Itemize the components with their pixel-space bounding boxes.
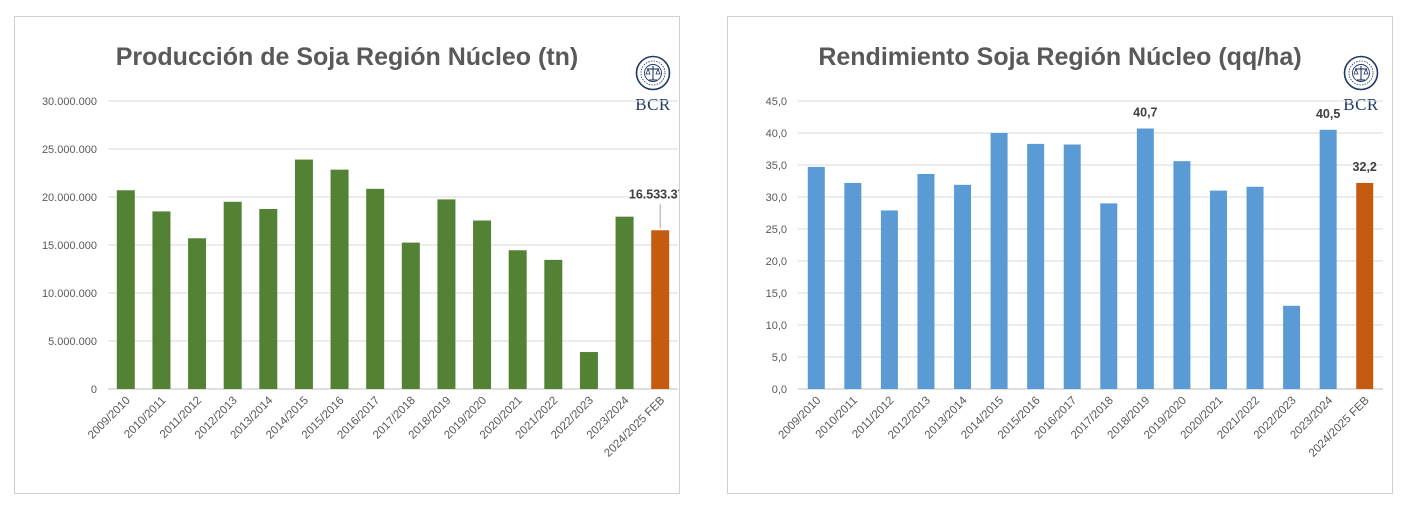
bar (116, 190, 135, 389)
bar (223, 201, 242, 389)
y-tick-label: 25.000.000 (42, 144, 97, 156)
bar (615, 216, 634, 389)
bar (807, 166, 825, 389)
data-label: 16.533.373 (629, 187, 679, 201)
bar (1356, 182, 1374, 389)
bcr-logo: BCR (631, 55, 675, 117)
y-tick-label: 45,0 (766, 96, 787, 108)
bar (1063, 144, 1081, 389)
yield-chart-panel: Rendimiento Soja Región Núcleo (qq/ha) B… (727, 16, 1393, 494)
bar (579, 352, 598, 389)
bar (294, 159, 313, 389)
bar (1173, 161, 1191, 389)
y-tick-label: 35,0 (766, 160, 787, 172)
y-tick-label: 20.000.000 (42, 192, 97, 204)
bar (1283, 305, 1301, 389)
bcr-seal-icon (1343, 55, 1379, 91)
chart-title: Rendimiento Soja Región Núcleo (qq/ha) (818, 43, 1302, 71)
bar (259, 209, 278, 389)
production-chart-panel: Producción de Soja Región Núcleo (tn) BC… (14, 16, 680, 494)
y-tick-label: 10,0 (766, 320, 787, 332)
production-bar-chart: 0 5.000.000 10.000.000 15.000.000 20.000.000… (42, 96, 679, 460)
bar (880, 210, 898, 389)
bar (1027, 143, 1045, 389)
bar (1209, 190, 1227, 389)
y-tick-label: 25,0 (766, 224, 787, 236)
data-label: 40,7 (1133, 106, 1157, 120)
data-label: 32,2 (1353, 160, 1377, 174)
y-tick-label: 20,0 (766, 256, 787, 268)
yield-bar-chart: 0,05,010,015,020,025,030,035,040,045,020… (766, 96, 1383, 460)
y-tick-label: 0 (91, 384, 97, 396)
bar (188, 238, 207, 389)
x-tick-label: 2024/2025 FEB (602, 394, 667, 459)
bar (330, 169, 349, 389)
bar (844, 182, 862, 389)
bar (1100, 203, 1118, 389)
bar (473, 220, 492, 389)
chart-title: Producción de Soja Región Núcleo (tn) (115, 43, 579, 71)
y-tick-label: 30,0 (766, 192, 787, 204)
data-label: 40,5 (1316, 107, 1340, 121)
logo-text: BCR (1343, 95, 1379, 114)
y-tick-label: 5.000.000 (48, 336, 97, 348)
bar (954, 184, 972, 389)
y-tick-label: 15.000.000 (42, 240, 97, 252)
bar (990, 133, 1008, 389)
bar (366, 188, 385, 389)
y-tick-label: 40,0 (766, 128, 787, 140)
bar (651, 230, 670, 389)
bar (1246, 186, 1264, 389)
bcr-logo: BCR (1339, 55, 1383, 117)
bar (1319, 129, 1337, 390)
y-tick-label: 10.000.000 (42, 288, 97, 300)
bar (917, 173, 935, 389)
bcr-seal-icon (635, 55, 671, 91)
bar (544, 259, 563, 389)
bar (152, 211, 171, 389)
bar (437, 199, 456, 389)
y-tick-label: 15,0 (766, 288, 787, 300)
logo-text: BCR (635, 95, 671, 114)
y-tick-label: 5,0 (772, 352, 787, 364)
y-tick-label: 0,0 (772, 384, 787, 396)
y-tick-label: 30.000.000 (42, 96, 97, 108)
bar (401, 242, 420, 389)
bar (1136, 128, 1154, 389)
bar (508, 250, 527, 389)
